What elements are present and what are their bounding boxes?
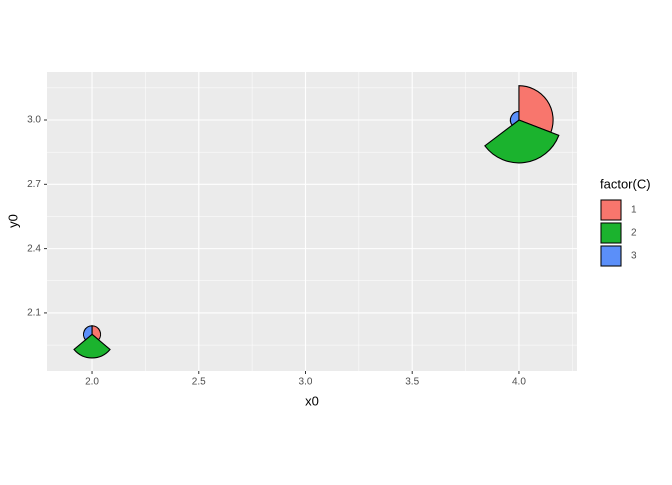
x-tick-label: 3.5 [405, 377, 419, 388]
legend-title: factor(C) [600, 176, 651, 191]
pie-slice [484, 119, 560, 164]
pie-slice [73, 333, 111, 359]
y-tick-label: 3.0 [27, 115, 41, 126]
x-tick-label: 2.0 [85, 377, 99, 388]
marks [73, 85, 560, 359]
legend-key [600, 199, 622, 221]
x-axis-label: x0 [305, 393, 319, 408]
x-tick-label: 4.0 [512, 377, 526, 388]
grid [47, 72, 577, 371]
y-tick-label: 2.7 [27, 179, 41, 190]
pie-slice [83, 325, 93, 341]
legend-key [600, 222, 622, 244]
x-tick-label: 2.5 [192, 377, 206, 388]
pie-slice [518, 85, 554, 134]
legend-label: 2 [631, 228, 637, 239]
y-axis-label: y0 [5, 214, 20, 228]
y-tick-label: 2.4 [27, 243, 41, 254]
legend-key [600, 245, 622, 267]
x-tick-label: 3.0 [299, 377, 313, 388]
panel [47, 72, 577, 371]
legend-label: 1 [631, 205, 637, 216]
pie-slice [509, 110, 520, 126]
legend-label: 3 [631, 251, 637, 262]
y-tick-label: 2.1 [27, 308, 41, 319]
